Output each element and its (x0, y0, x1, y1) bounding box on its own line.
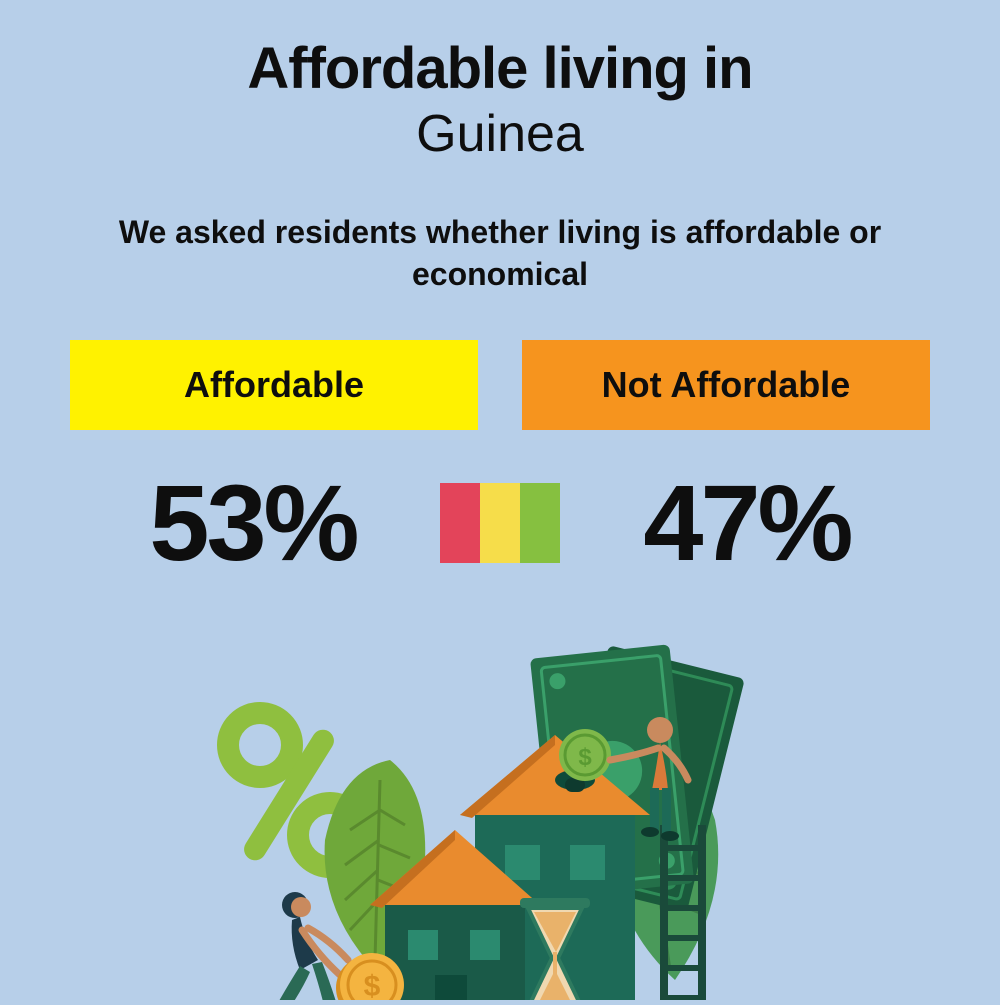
guinea-flag-icon (440, 483, 560, 563)
title-line2: Guinea (0, 104, 1000, 164)
pct-not-affordable: 47% (592, 460, 902, 585)
subtitle: We asked residents whether living is aff… (0, 212, 1000, 295)
cards-row: Affordable Not Affordable (0, 340, 1000, 430)
flag-stripe-2 (480, 483, 520, 563)
card-affordable: Affordable (70, 340, 478, 430)
svg-text:$: $ (364, 970, 381, 1000)
svg-text:$: $ (578, 744, 592, 771)
coin-drop-icon: $ (559, 729, 611, 781)
flag-stripe-1 (440, 483, 480, 563)
pct-affordable: 53% (98, 460, 408, 585)
title-line1: Affordable living in (0, 35, 1000, 102)
flag-stripe-3 (520, 483, 560, 563)
card-not-affordable: Not Affordable (522, 340, 930, 430)
house-money-illustration: $ (190, 630, 810, 1000)
values-row: 53% 47% (0, 460, 1000, 585)
